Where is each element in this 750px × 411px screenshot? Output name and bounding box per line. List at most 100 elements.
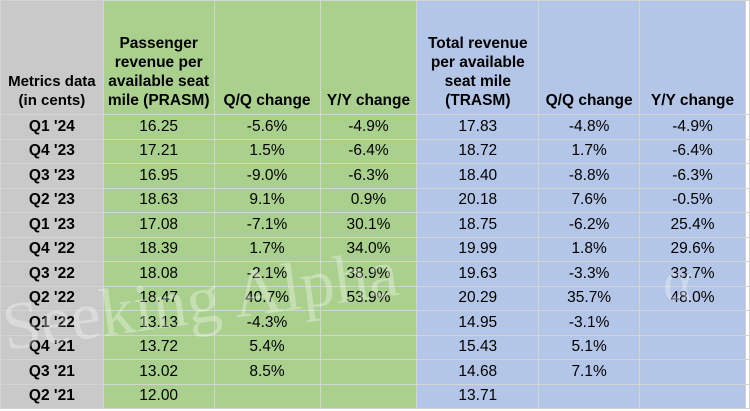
table-body: Q1 '24 16.25 -5.6% -4.9% 17.83 -4.8% -4.9% Q4 '…	[0, 114, 750, 409]
prasm-cell: 13.13	[102, 310, 215, 336]
header-edge-cell	[744, 0, 750, 115]
trasm-yy-cell	[639, 359, 746, 385]
header-prasm-yy: Y/Y change	[319, 0, 418, 115]
period-cell: Q1 '24	[0, 114, 104, 140]
period-cell: Q1 '23	[0, 212, 104, 238]
prasm-cell: 17.08	[102, 212, 215, 238]
prasm-cell: 13.72	[102, 334, 215, 360]
prasm-qq-cell: -5.6%	[213, 114, 321, 140]
prasm-qq-cell: -9.0%	[213, 163, 321, 189]
trasm-qq-cell: -4.8%	[538, 114, 641, 140]
trasm-cell: 18.72	[416, 138, 540, 164]
table-row: Q1 '24 16.25 -5.6% -4.9% 17.83 -4.8% -4.9%	[0, 114, 750, 140]
prasm-cell: 18.08	[102, 261, 215, 287]
edge-cell	[744, 187, 750, 213]
trasm-yy-cell	[639, 383, 746, 409]
period-cell: Q1 '22	[0, 310, 104, 336]
trasm-qq-cell: 7.6%	[538, 187, 641, 213]
trasm-qq-cell: -3.3%	[538, 261, 641, 287]
prasm-qq-cell: -4.3%	[213, 310, 321, 336]
edge-cell	[744, 285, 750, 311]
trasm-yy-cell: 33.7%	[639, 261, 746, 287]
trasm-cell: 17.83	[416, 114, 540, 140]
header-row: Metrics data (in cents) Passenger revenu…	[0, 0, 750, 115]
trasm-qq-cell: -6.2%	[538, 212, 641, 238]
prasm-yy-cell: -6.3%	[319, 163, 418, 189]
edge-cell	[744, 359, 750, 385]
trasm-qq-cell: 5.1%	[538, 334, 641, 360]
trasm-yy-cell: 29.6%	[639, 236, 746, 262]
trasm-yy-cell: -6.3%	[639, 163, 746, 189]
prasm-yy-cell	[319, 383, 418, 409]
table-row: Q3 '23 16.95 -9.0% -6.3% 18.40 -8.8% -6.3%	[0, 163, 750, 189]
period-cell: Q2 '22	[0, 285, 104, 311]
trasm-qq-cell: -8.8%	[538, 163, 641, 189]
trasm-yy-cell: -4.9%	[639, 114, 746, 140]
trasm-qq-cell	[538, 383, 641, 409]
prasm-qq-cell: -7.1%	[213, 212, 321, 238]
prasm-yy-cell: -6.4%	[319, 138, 418, 164]
period-cell: Q4 '22	[0, 236, 104, 262]
period-cell: Q2 '21	[0, 383, 104, 409]
prasm-cell: 13.02	[102, 359, 215, 385]
prasm-qq-cell	[213, 383, 321, 409]
prasm-yy-cell: 38.9%	[319, 261, 418, 287]
header-trasm-yy: Y/Y change	[639, 0, 746, 115]
trasm-cell: 18.40	[416, 163, 540, 189]
header-metrics-label: Metrics data (in cents)	[0, 0, 104, 115]
table-row: Q4 '22 18.39 1.7% 34.0% 19.99 1.8% 29.6%	[0, 236, 750, 262]
trasm-cell: 19.99	[416, 236, 540, 262]
prasm-yy-cell	[319, 334, 418, 360]
table-row: Q2 '22 18.47 40.7% 53.9% 20.29 35.7% 48.0%	[0, 285, 750, 311]
prasm-qq-cell: 40.7%	[213, 285, 321, 311]
prasm-yy-cell: 0.9%	[319, 187, 418, 213]
edge-cell	[744, 212, 750, 238]
table-row: Q3 '21 13.02 8.5% 14.68 7.1%	[0, 359, 750, 385]
edge-cell	[744, 334, 750, 360]
prasm-cell: 16.95	[102, 163, 215, 189]
table-row: Q4 '23 17.21 1.5% -6.4% 18.72 1.7% -6.4%	[0, 138, 750, 164]
edge-cell	[744, 163, 750, 189]
prasm-qq-cell: 1.7%	[213, 236, 321, 262]
trasm-qq-cell: -3.1%	[538, 310, 641, 336]
trasm-yy-cell: 25.4%	[639, 212, 746, 238]
trasm-yy-cell	[639, 334, 746, 360]
prasm-qq-cell: 5.4%	[213, 334, 321, 360]
trasm-cell: 19.63	[416, 261, 540, 287]
prasm-yy-cell	[319, 310, 418, 336]
header-prasm: Passenger revenue per available seat mil…	[102, 0, 215, 115]
trasm-cell: 20.29	[416, 285, 540, 311]
prasm-cell: 18.39	[102, 236, 215, 262]
prasm-cell: 17.21	[102, 138, 215, 164]
trasm-yy-cell: -0.5%	[639, 187, 746, 213]
prasm-yy-cell: 30.1%	[319, 212, 418, 238]
trasm-yy-cell	[639, 310, 746, 336]
trasm-qq-cell: 35.7%	[538, 285, 641, 311]
table-row: Q2 '21 12.00 13.71	[0, 383, 750, 409]
trasm-cell: 14.95	[416, 310, 540, 336]
prasm-yy-cell	[319, 359, 418, 385]
table-row: Q2 '23 18.63 9.1% 0.9% 20.18 7.6% -0.5%	[0, 187, 750, 213]
period-cell: Q2 '23	[0, 187, 104, 213]
prasm-yy-cell: -4.9%	[319, 114, 418, 140]
table-row: Q3 '22 18.08 -2.1% 38.9% 19.63 -3.3% 33.7%	[0, 261, 750, 287]
trasm-qq-cell: 1.7%	[538, 138, 641, 164]
edge-cell	[744, 310, 750, 336]
trasm-cell: 15.43	[416, 334, 540, 360]
trasm-cell: 20.18	[416, 187, 540, 213]
edge-cell	[744, 261, 750, 287]
trasm-cell: 13.71	[416, 383, 540, 409]
period-cell: Q3 '21	[0, 359, 104, 385]
period-cell: Q3 '22	[0, 261, 104, 287]
table-row: Q1 '23 17.08 -7.1% 30.1% 18.75 -6.2% 25.4%	[0, 212, 750, 238]
prasm-qq-cell: 1.5%	[213, 138, 321, 164]
prasm-cell: 12.00	[102, 383, 215, 409]
edge-cell	[744, 236, 750, 262]
edge-cell	[744, 383, 750, 409]
trasm-yy-cell: -6.4%	[639, 138, 746, 164]
edge-cell	[744, 138, 750, 164]
trasm-cell: 14.68	[416, 359, 540, 385]
prasm-yy-cell: 53.9%	[319, 285, 418, 311]
table-row: Q4 '21 13.72 5.4% 15.43 5.1%	[0, 334, 750, 360]
